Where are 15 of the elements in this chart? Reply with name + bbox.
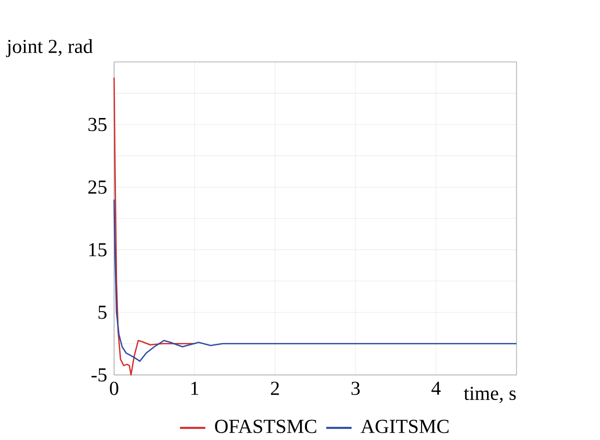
x-tick-label: 1 [191,382,198,395]
y-tick-label: -5 [92,368,107,382]
x-tick-label: 2 [270,382,279,395]
legend-label: AGITSMC [360,420,449,434]
y-tick-label: 35 [88,118,107,132]
x-tick-label: 3 [352,382,360,396]
y-tick-label: 25 [88,180,107,194]
line-series [113,77,196,376]
y-tick-label: 15 [89,243,107,256]
x-axis-title: time, s [464,386,516,403]
y-tick-label: 5 [98,306,107,319]
y-axis-title: joint 2, rad [6,39,93,58]
x-tick-label: 0 [110,382,118,396]
x-tick-label: 4 [431,382,441,395]
legend-label: OFASTSMC [215,420,316,434]
